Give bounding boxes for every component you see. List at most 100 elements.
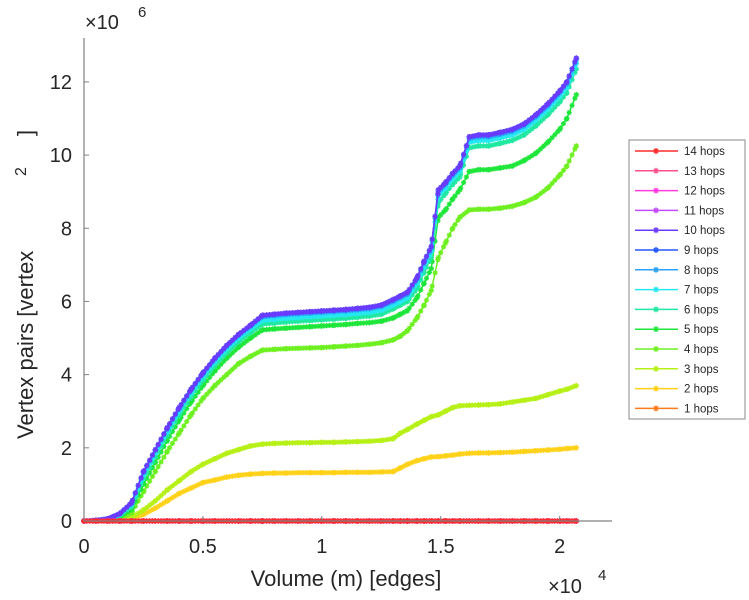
data-point	[564, 115, 570, 122]
data-point	[319, 469, 325, 476]
data-point	[397, 293, 404, 299]
x-exponent-base: ×10	[548, 576, 582, 598]
data-point	[428, 243, 435, 250]
data-point	[135, 482, 141, 488]
data-point	[235, 360, 242, 367]
data-point	[463, 142, 470, 149]
data-point	[435, 254, 442, 261]
data-point	[438, 250, 444, 256]
y-tick-label: 0	[61, 511, 72, 533]
data-point	[509, 163, 515, 169]
legend-label: 14 hops	[684, 146, 725, 158]
data-point	[172, 411, 178, 417]
data-point	[164, 498, 171, 504]
data-point	[435, 412, 442, 418]
data-point	[152, 505, 159, 511]
data-point	[428, 265, 435, 272]
y-tick-label: 2	[61, 438, 72, 460]
data-point	[283, 345, 289, 352]
data-point	[569, 102, 575, 109]
data-point	[292, 470, 298, 476]
legend-marker	[653, 405, 659, 412]
data-point	[409, 321, 415, 327]
data-point	[497, 205, 504, 211]
data-point	[573, 143, 580, 149]
data-point	[414, 274, 420, 281]
legend-label: 4 hops	[684, 344, 719, 356]
data-point	[429, 236, 435, 242]
data-point	[342, 306, 349, 313]
data-point	[172, 436, 178, 442]
legend-label: 3 hops	[684, 364, 719, 376]
data-point	[414, 421, 420, 427]
data-point	[390, 337, 396, 343]
legend-label: 12 hops	[684, 186, 725, 198]
data-point	[155, 441, 161, 447]
data-point	[158, 459, 164, 465]
data-point	[200, 479, 206, 486]
data-point	[566, 109, 572, 116]
data-point	[169, 416, 176, 422]
data-point	[307, 308, 313, 315]
data-point	[421, 258, 427, 265]
data-point	[409, 301, 415, 307]
data-point	[259, 312, 266, 319]
data-point	[497, 165, 504, 171]
data-point	[247, 322, 254, 329]
data-point	[435, 187, 442, 193]
legend-marker	[653, 286, 659, 293]
data-point	[418, 266, 424, 272]
data-point	[449, 452, 456, 458]
data-point	[169, 483, 176, 489]
legend-label: 1 hops	[684, 403, 719, 415]
data-point	[212, 455, 218, 462]
series-4-hops	[81, 143, 580, 524]
data-point	[521, 199, 527, 206]
data-point	[307, 439, 313, 446]
data-point	[449, 225, 456, 232]
data-point	[138, 475, 144, 481]
data-point	[397, 465, 404, 471]
data-point	[247, 471, 254, 477]
data-point	[497, 449, 504, 456]
data-point	[521, 397, 527, 404]
data-point	[544, 185, 551, 191]
data-point	[432, 270, 438, 276]
data-point	[556, 388, 563, 394]
data-point	[164, 487, 171, 493]
data-point	[423, 275, 430, 281]
data-point	[247, 443, 254, 449]
data-point	[404, 461, 411, 468]
data-point	[544, 391, 551, 398]
data-point	[428, 454, 435, 460]
data-point	[485, 166, 492, 173]
series-2-hops	[81, 445, 580, 524]
data-point	[212, 477, 218, 483]
data-point	[509, 203, 515, 210]
data-point	[564, 386, 570, 393]
data-point	[509, 399, 515, 405]
data-point	[421, 455, 427, 462]
legend-label: 11 hops	[684, 205, 724, 217]
data-point	[418, 308, 424, 314]
y-axis-title-close: ]	[13, 130, 38, 136]
data-point	[564, 445, 570, 452]
data-point	[176, 490, 182, 497]
legend-label: 5 hops	[684, 324, 719, 336]
data-point	[184, 418, 190, 425]
data-point	[330, 469, 337, 476]
data-point	[390, 296, 396, 303]
data-point	[223, 342, 230, 349]
data-point	[466, 450, 473, 457]
legend-marker	[653, 306, 659, 313]
data-point	[573, 445, 580, 451]
data-point	[397, 333, 404, 340]
data-point	[566, 158, 572, 164]
legend-label: 7 hops	[684, 285, 719, 297]
data-point	[158, 436, 164, 442]
data-point	[259, 441, 266, 447]
data-point	[409, 282, 415, 288]
legend-label: 8 hops	[684, 265, 719, 277]
data-point	[295, 439, 301, 446]
